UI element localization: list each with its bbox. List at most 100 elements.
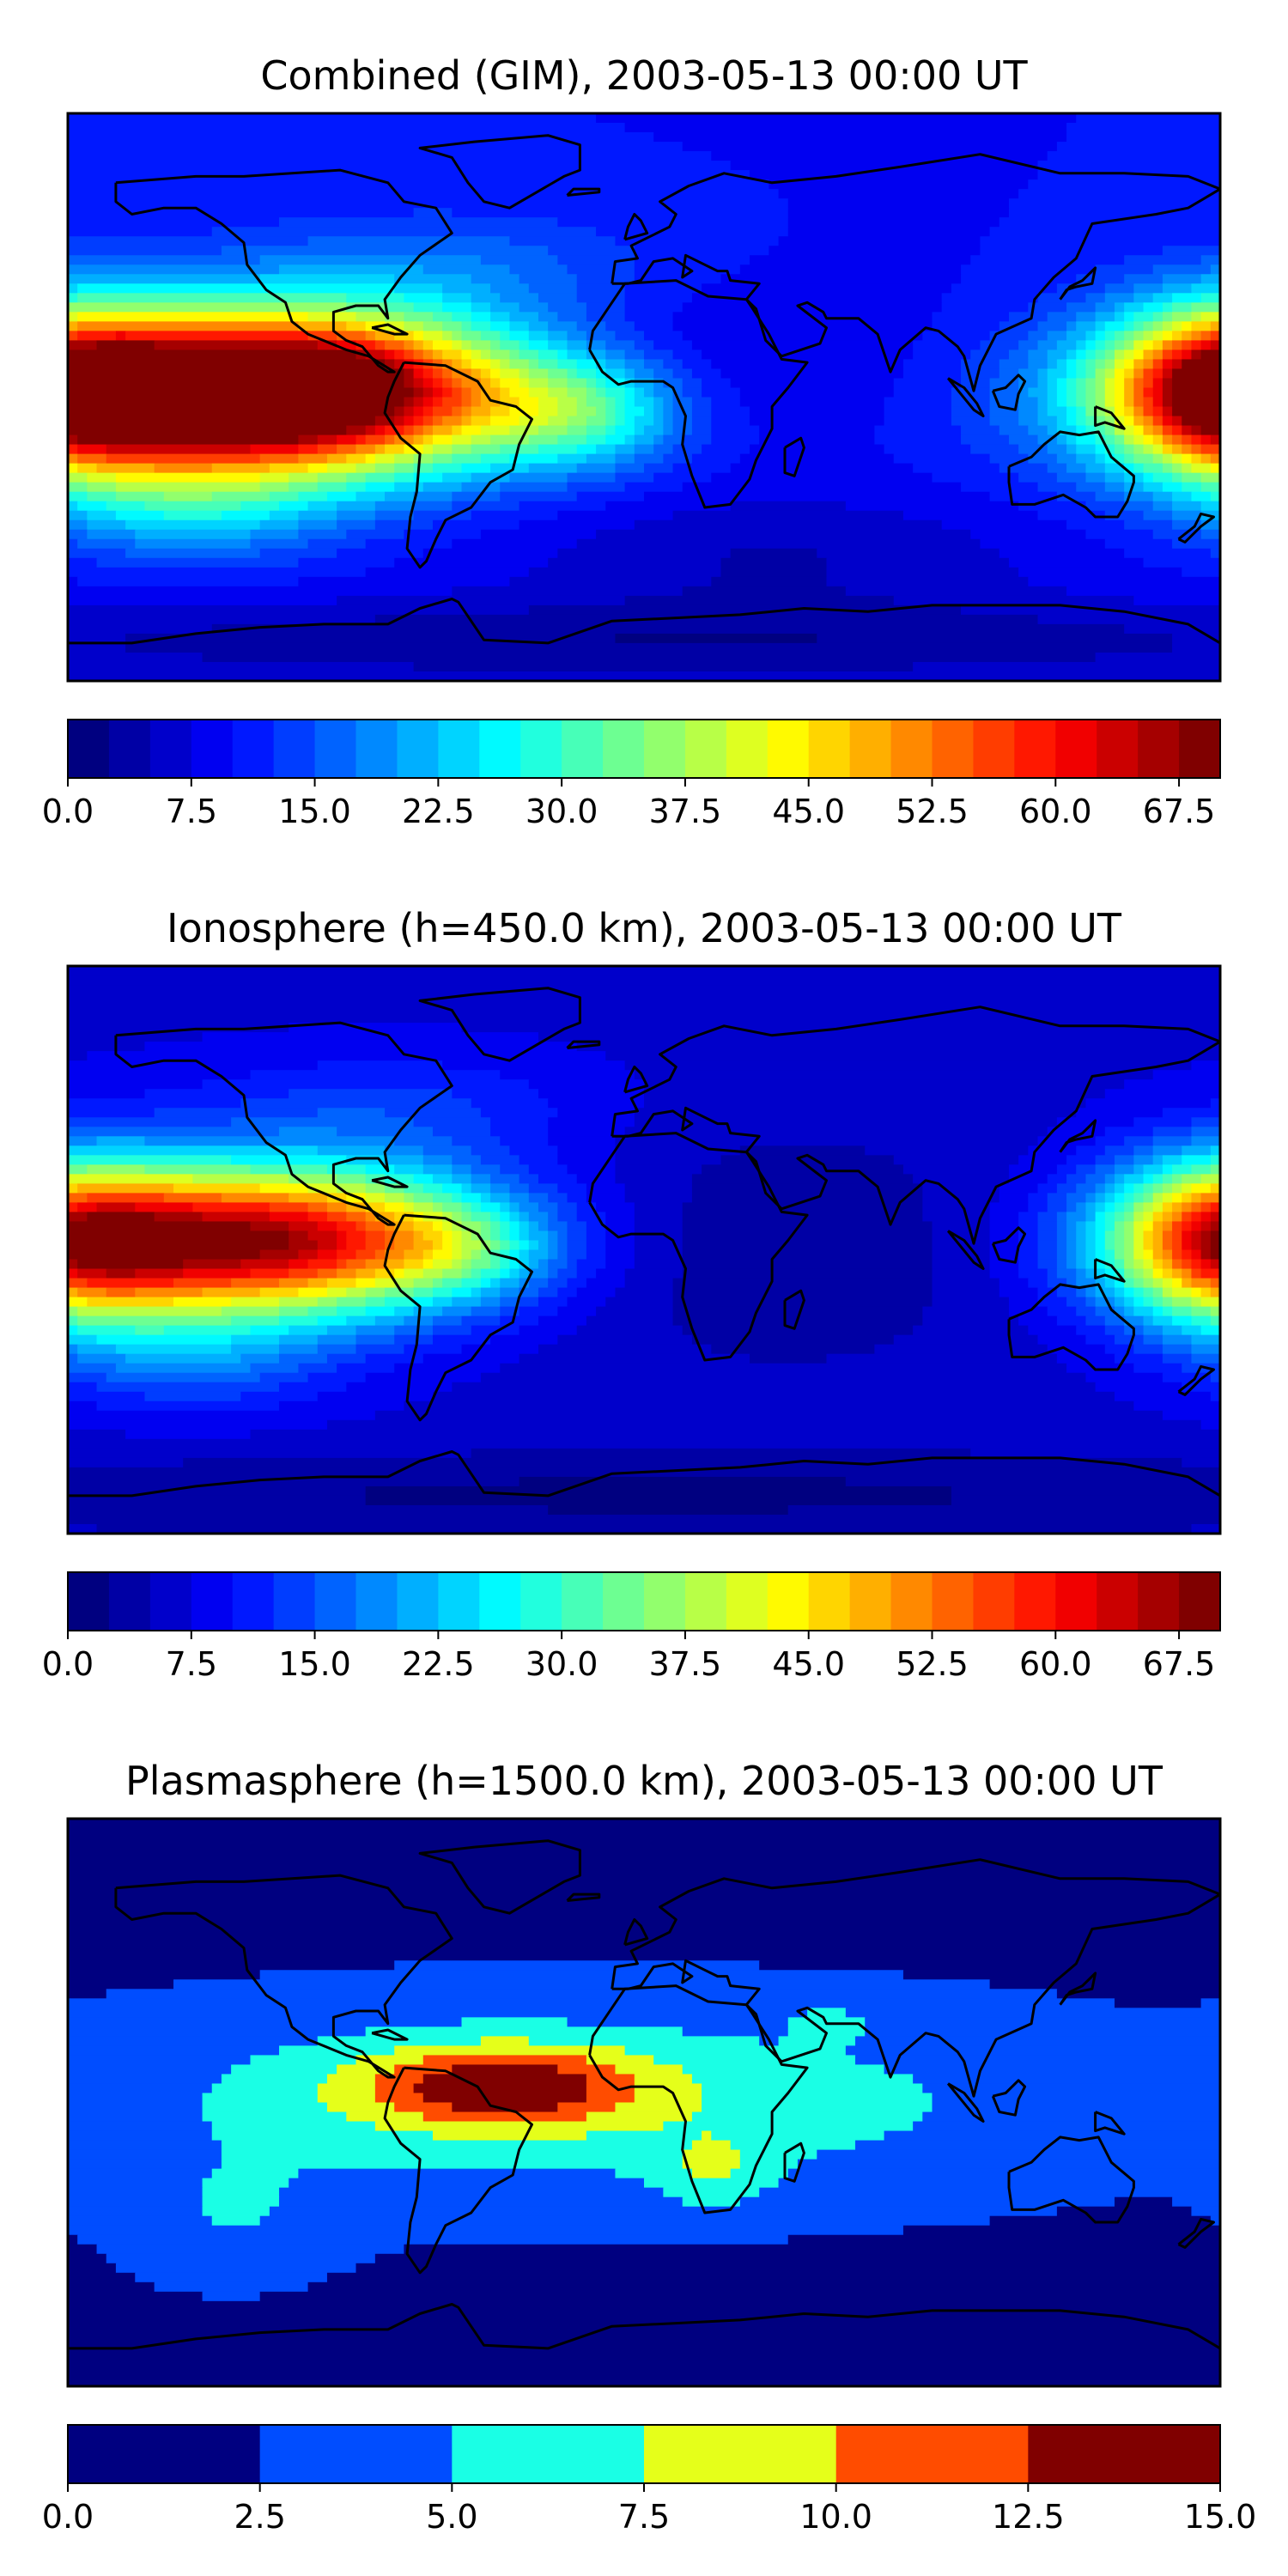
field-cell	[68, 406, 395, 417]
field-cell	[413, 661, 914, 672]
field-cell	[1104, 1221, 1115, 1232]
field-cell	[490, 1174, 520, 1184]
field-cell	[337, 444, 357, 455]
field-cell	[1210, 1155, 1220, 1165]
field-cell	[1172, 1240, 1182, 1251]
field-cell	[576, 491, 645, 502]
field-cell	[1076, 321, 1097, 331]
field-cell	[1037, 614, 1220, 625]
field-cell	[980, 236, 1220, 246]
field-cell	[144, 1089, 289, 1099]
field-cell	[1143, 416, 1154, 427]
field-cell	[586, 331, 617, 341]
colorbar-segment	[1014, 720, 1056, 778]
field-cell	[490, 416, 520, 427]
field-cell	[739, 1145, 866, 1156]
field-cell	[68, 1363, 117, 1374]
field-cell	[1114, 1259, 1125, 1270]
field-cell	[1047, 444, 1067, 455]
field-cell	[68, 434, 78, 446]
field-cell	[471, 397, 482, 408]
field-cell	[1085, 1193, 1097, 1204]
colorbar-segment	[232, 720, 275, 778]
field-cell	[385, 1108, 482, 1118]
field-cell	[250, 1070, 501, 1080]
field-cell	[711, 406, 750, 417]
map-frame	[66, 1817, 1222, 2388]
field-cell	[346, 302, 386, 313]
field-cell	[1133, 1400, 1220, 1412]
field-cell	[1172, 1268, 1182, 1279]
field-cell	[672, 1278, 933, 1289]
field-cell	[1076, 1259, 1087, 1270]
field-cell	[893, 1155, 1019, 1165]
field-cell	[1182, 1183, 1193, 1194]
field-cell	[548, 1504, 789, 1516]
field-cell	[337, 1230, 347, 1242]
field-cell	[385, 349, 395, 361]
field-cell	[1124, 434, 1134, 446]
field-cell	[1066, 1202, 1077, 1213]
field-cell	[68, 1951, 1220, 1961]
field-cell	[68, 1297, 88, 1308]
field-cell	[913, 2074, 1220, 2085]
field-cell	[279, 1315, 319, 1327]
field-cell	[432, 1325, 472, 1336]
field-cell	[567, 2017, 789, 2027]
coastline	[783, 2142, 805, 2183]
field-cell	[461, 378, 482, 389]
field-cell	[1143, 510, 1173, 521]
field-cell	[461, 2017, 568, 2027]
field-cell	[413, 349, 424, 361]
field-cell	[413, 510, 472, 521]
field-cell	[528, 283, 578, 294]
field-cell	[519, 1230, 530, 1242]
field-cell	[644, 406, 654, 417]
coastline	[418, 1839, 581, 1915]
field-cell	[596, 406, 606, 417]
field-cell	[346, 293, 405, 303]
field-cell	[490, 359, 501, 370]
field-cell	[173, 1183, 261, 1194]
field-cell	[634, 264, 741, 275]
field-cell	[739, 387, 895, 398]
field-cell	[702, 378, 732, 389]
field-cell	[1152, 416, 1163, 427]
field-cell	[422, 264, 511, 275]
field-cell	[634, 1240, 683, 1251]
field-cell	[452, 312, 472, 322]
field-cell	[1162, 359, 1173, 370]
field-cell	[1076, 1183, 1097, 1194]
field-cell	[778, 2036, 856, 2046]
field-cell	[68, 264, 280, 275]
field-cell	[1076, 406, 1087, 417]
colorbar-segment	[644, 1572, 686, 1631]
field-cell	[509, 1259, 520, 1270]
field-cell	[211, 2121, 376, 2132]
field-cell	[1143, 1325, 1163, 1336]
field-cell	[557, 2064, 617, 2075]
field-cell	[644, 463, 674, 474]
field-cell	[452, 1136, 501, 1146]
field-cell	[1114, 387, 1125, 398]
field-cell	[365, 1259, 386, 1270]
field-cell	[68, 1875, 1220, 1886]
field-cell	[442, 283, 491, 294]
field-cell	[68, 510, 88, 521]
field-cell	[682, 2064, 885, 2075]
field-cell	[1028, 1145, 1077, 1156]
field-cell	[624, 283, 702, 294]
field-cell	[355, 1221, 367, 1232]
field-cell	[1076, 312, 1097, 322]
field-cell	[1200, 1174, 1220, 1184]
field-cell	[461, 1193, 482, 1204]
field-cell	[365, 2026, 683, 2037]
field-cell	[1172, 331, 1182, 341]
field-cell	[624, 123, 1067, 133]
field-cell	[1172, 397, 1220, 408]
field-cell	[289, 482, 319, 493]
field-cell	[548, 1249, 558, 1261]
field-cell	[538, 444, 578, 455]
field-cell	[202, 1212, 270, 1223]
field-cell	[326, 1278, 357, 1289]
